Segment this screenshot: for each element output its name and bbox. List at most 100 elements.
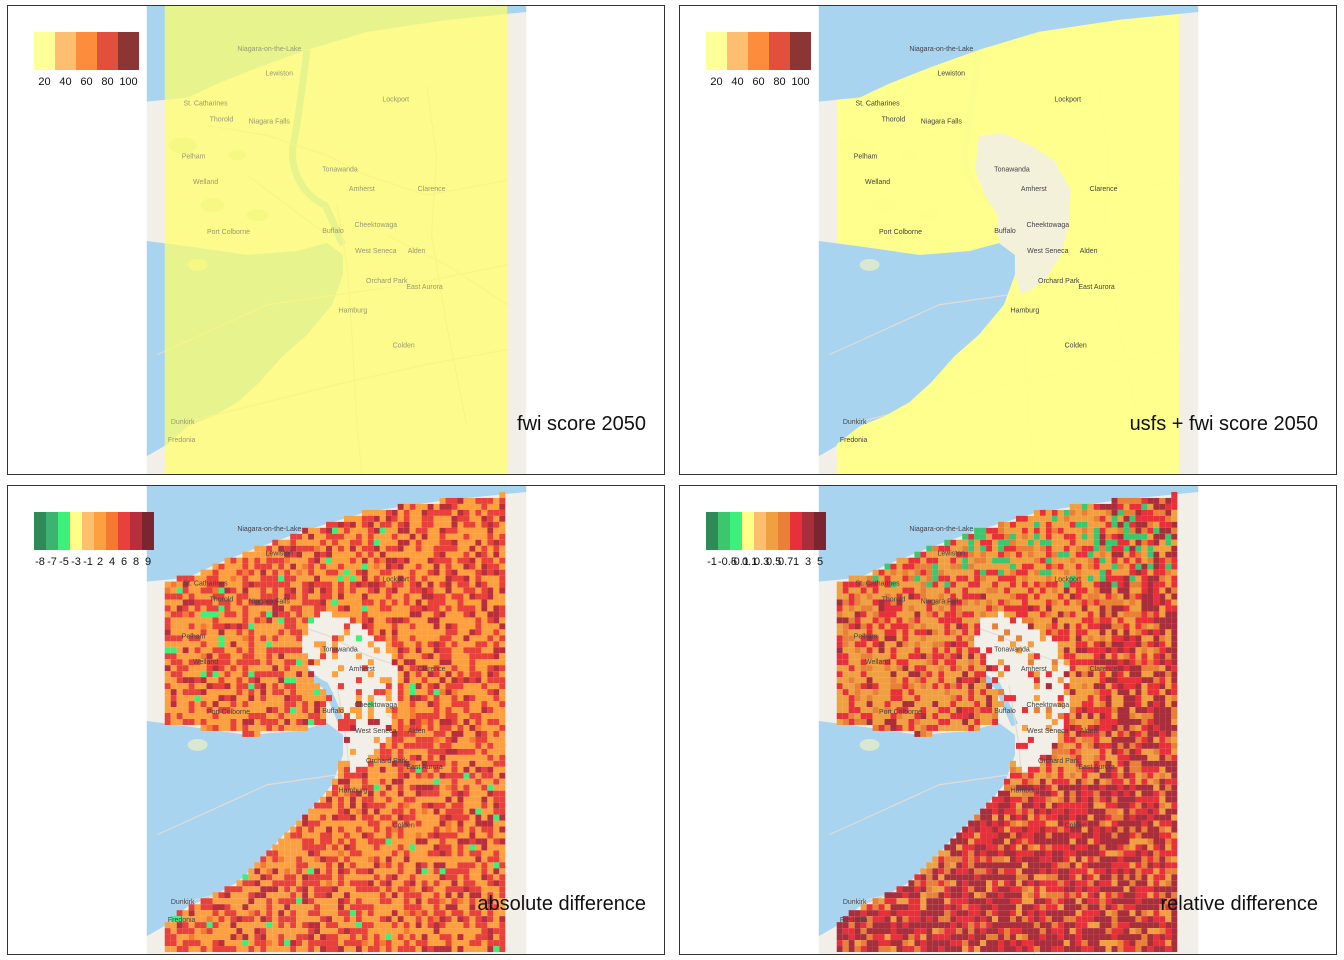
raster-overlay	[836, 13, 1180, 474]
place-label: Amherst	[1021, 186, 1047, 193]
legend-label: 3	[804, 556, 812, 568]
place-label: Niagara-on-the-Lake	[909, 46, 973, 53]
legend-label: -0.1	[730, 556, 749, 568]
place-label: Orchard Park	[366, 758, 408, 765]
legend-rel-diff: -1 -0.5 -0.1 0.1 0.3 0.5 0.7 1 3 5	[706, 512, 826, 568]
raster-overlay	[164, 6, 508, 474]
place-label: Niagara-on-the-Lake	[237, 526, 301, 533]
legend-label: -0.5	[718, 556, 737, 568]
place-label: Buffalo	[322, 228, 344, 235]
map-fwi: Niagara-on-the-Lake Lewiston St. Catharine…	[146, 6, 527, 474]
legend-swatch	[814, 512, 826, 550]
place-label: Thorold	[882, 597, 906, 604]
place-labels: Niagara-on-the-Lake Lewiston St. Catharine…	[840, 526, 1118, 924]
panel-title-usfs-fwi: usfs + fwi score 2050	[1129, 413, 1318, 435]
place-label: Lockport	[1054, 577, 1081, 584]
park-area	[859, 258, 880, 271]
legend-label: 2	[96, 556, 104, 568]
place-label: Cheektowaga	[1027, 702, 1070, 709]
lake-ontario	[818, 486, 1199, 582]
place-label: Welland	[865, 179, 890, 186]
panel-rel-diff: Niagara-on-the-Lake Lewiston St. Catharine…	[679, 485, 1337, 955]
map-usfs-fwi: Niagara-on-the-Lake Lewiston St. Catharine…	[818, 6, 1199, 474]
legend-labels: 20 40 60 80 100	[706, 76, 811, 88]
place-label: Alden	[408, 248, 426, 255]
legend-label: 6	[120, 556, 128, 568]
map-abs-diff: Niagara-on-the-Lake Lewiston St. Catharine…	[146, 486, 527, 954]
place-label: Niagara Falls	[921, 598, 963, 605]
legend-label: 20	[710, 76, 723, 88]
lake-erie	[818, 240, 1015, 457]
panel-abs-diff: Niagara-on-the-Lake Lewiston St. Catharine…	[7, 485, 665, 955]
place-label: Welland	[865, 659, 890, 666]
legend-swatch	[730, 512, 742, 550]
place-label: Fredonia	[840, 917, 868, 924]
place-label: Dunkirk	[843, 899, 867, 906]
legend-label: -1	[707, 556, 717, 568]
lake-erie	[818, 720, 1015, 937]
panel-usfs-fwi: Niagara-on-the-Lake Lewiston St. Catharine…	[679, 5, 1337, 475]
legend-bar	[34, 32, 139, 70]
place-label: Port Colborne	[879, 229, 922, 236]
place-label: Fredonia	[168, 917, 196, 924]
panel-title-fwi: fwi score 2050	[517, 413, 646, 435]
place-label: Lockport	[382, 97, 409, 104]
place-labels: Niagara-on-the-Lake Lewiston St. Catharine…	[168, 46, 446, 444]
place-label: Alden	[408, 728, 426, 735]
place-label: Port Colborne	[879, 709, 922, 716]
legend-swatch	[142, 512, 154, 550]
place-label: Port Colborne	[207, 229, 250, 236]
legend-swatch	[58, 512, 70, 550]
place-label: Clarence	[418, 186, 446, 193]
legend-swatch	[97, 32, 118, 70]
legend-labels: 20 40 60 80 100	[34, 76, 139, 88]
place-label: Lockport	[382, 577, 409, 584]
place-labels: Niagara-on-the-Lake Lewiston St. Catharine…	[168, 526, 446, 924]
park-area	[859, 738, 880, 751]
place-label: St. Catharines	[183, 581, 228, 588]
place-label: Hamburg	[1011, 788, 1040, 795]
place-label: St. Catharines	[855, 101, 900, 108]
legend-swatch	[94, 512, 106, 550]
legend-bar	[706, 32, 811, 70]
legend-swatch	[46, 512, 58, 550]
panel-title-abs-diff: absolute difference	[477, 893, 646, 915]
place-label: Colden	[393, 343, 415, 350]
place-label: Pelham	[182, 153, 206, 160]
place-label: Niagara Falls	[249, 598, 291, 605]
legend-label: 20	[38, 76, 51, 88]
place-label: Lewiston	[937, 551, 965, 558]
legend-label: 80	[101, 76, 114, 88]
legend-abs-diff: -8 -7 -5 -3 -1 2 4 6 8 9	[34, 512, 154, 568]
legend-swatch	[754, 512, 766, 550]
legend-label: 8	[132, 556, 140, 568]
lake-ontario	[146, 486, 527, 582]
place-label: Amherst	[349, 186, 375, 193]
place-label: Niagara Falls	[249, 118, 291, 125]
legend-swatch	[769, 32, 790, 70]
legend-label: -5	[59, 556, 69, 568]
place-label: Niagara-on-the-Lake	[237, 46, 301, 53]
legend-label: 0.7	[778, 556, 794, 568]
legend-swatch	[55, 32, 76, 70]
place-label: Lewiston	[265, 551, 293, 558]
legend-usfs-fwi: 20 40 60 80 100	[706, 32, 811, 88]
legend-swatch	[706, 32, 727, 70]
legend-bar	[34, 512, 154, 550]
legend-label: -3	[71, 556, 81, 568]
place-label: St. Catharines	[183, 101, 228, 108]
legend-swatch	[118, 32, 139, 70]
legend-swatch	[34, 32, 55, 70]
place-label: Thorold	[882, 117, 906, 124]
place-label: East Aurora	[406, 284, 443, 291]
place-label: Clarence	[418, 666, 446, 673]
legend-label: 0.1	[742, 556, 758, 568]
raster-overlay	[164, 491, 506, 953]
place-label: East Aurora	[1078, 764, 1115, 771]
map-rel-diff: Niagara-on-the-Lake Lewiston St. Catharine…	[818, 486, 1199, 954]
place-label: East Aurora	[1078, 284, 1115, 291]
legend-labels: -8 -7 -5 -3 -1 2 4 6 8 9	[34, 556, 154, 568]
panel-title-rel-diff: relative difference	[1160, 893, 1319, 915]
lake-erie	[146, 720, 343, 937]
place-label: Orchard Park	[1038, 278, 1080, 285]
